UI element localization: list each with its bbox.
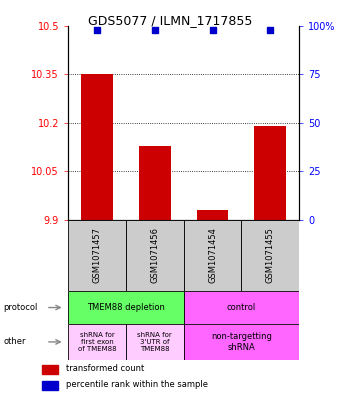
Bar bbox=[184, 291, 299, 324]
Bar bbox=[241, 220, 299, 291]
Text: GSM1071456: GSM1071456 bbox=[150, 228, 159, 283]
Bar bbox=[42, 381, 58, 390]
Text: TMEM88 depletion: TMEM88 depletion bbox=[87, 303, 165, 312]
Text: protocol: protocol bbox=[3, 303, 38, 312]
Text: percentile rank within the sample: percentile rank within the sample bbox=[66, 380, 208, 389]
Bar bbox=[184, 324, 299, 360]
Bar bbox=[42, 365, 58, 374]
Bar bbox=[68, 291, 184, 324]
Text: GDS5077 / ILMN_1717855: GDS5077 / ILMN_1717855 bbox=[88, 14, 252, 27]
Bar bbox=[68, 324, 126, 360]
Bar bbox=[126, 220, 184, 291]
Text: GSM1071457: GSM1071457 bbox=[92, 228, 101, 283]
Bar bbox=[254, 126, 286, 220]
Text: shRNA for
first exon
of TMEM88: shRNA for first exon of TMEM88 bbox=[78, 332, 116, 352]
Bar bbox=[139, 145, 171, 220]
Bar bbox=[184, 220, 241, 291]
Bar bbox=[197, 210, 228, 220]
Bar bbox=[68, 220, 126, 291]
Bar bbox=[81, 74, 113, 220]
Text: transformed count: transformed count bbox=[66, 364, 144, 373]
Text: non-targetting
shRNA: non-targetting shRNA bbox=[211, 332, 272, 352]
Text: GSM1071454: GSM1071454 bbox=[208, 228, 217, 283]
Bar bbox=[126, 324, 184, 360]
Text: shRNA for
3'UTR of
TMEM88: shRNA for 3'UTR of TMEM88 bbox=[137, 332, 172, 352]
Text: control: control bbox=[227, 303, 256, 312]
Text: GSM1071455: GSM1071455 bbox=[266, 228, 275, 283]
Text: other: other bbox=[3, 338, 26, 346]
